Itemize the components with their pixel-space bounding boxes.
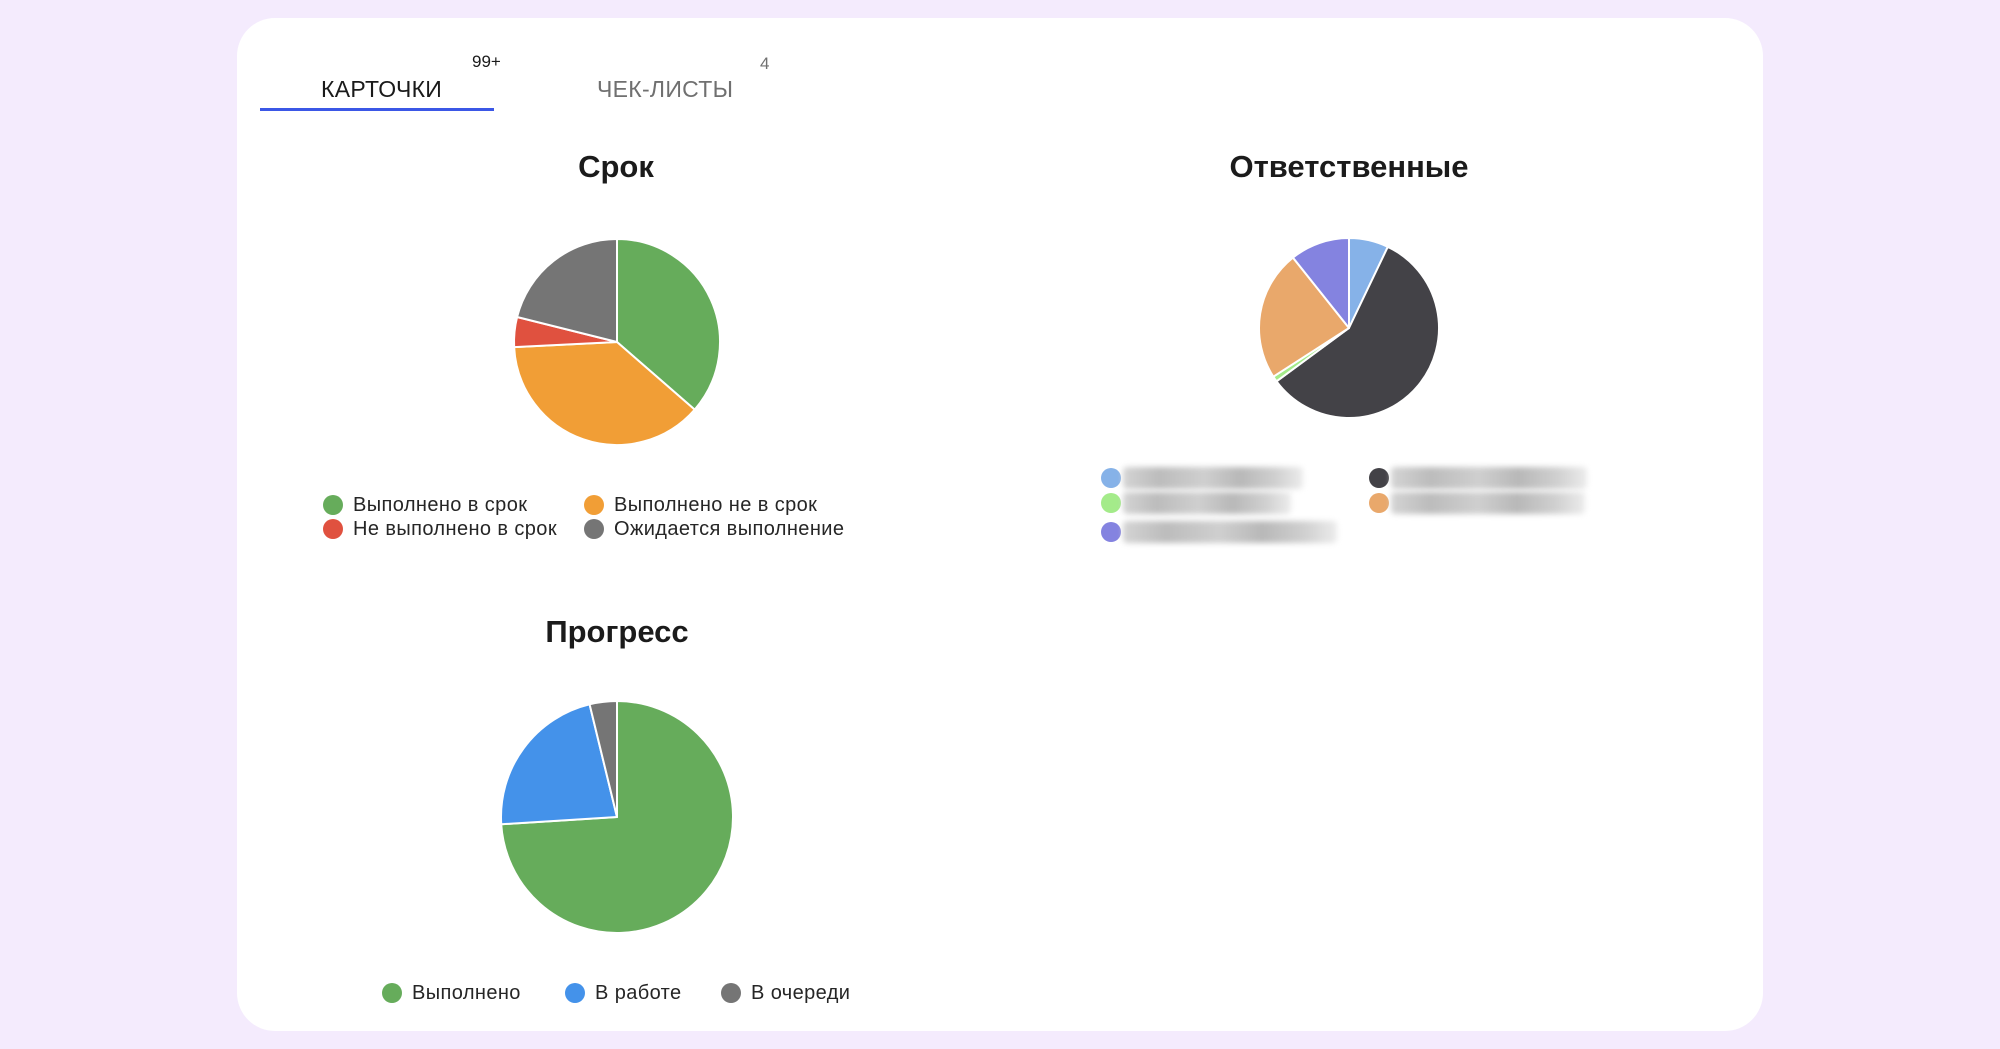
- active-tab-indicator: [260, 108, 494, 111]
- redacted-name: [1391, 492, 1585, 514]
- tab-checklists[interactable]: ЧЕК-ЛИСТЫ 4: [517, 18, 797, 130]
- legend-dot-icon: [1101, 493, 1121, 513]
- pie-slice[interactable]: [1291, 237, 1350, 329]
- legend-dot-icon: [323, 519, 343, 539]
- pie-slice[interactable]: [516, 238, 618, 343]
- stats-card: КАРТОЧКИ 99+ ЧЕК-ЛИСТЫ 4 Срок Выполнено …: [237, 18, 1763, 1031]
- legend-dot-icon: [721, 983, 741, 1003]
- legend-dot-icon: [1369, 468, 1389, 488]
- chart-assignees-pie[interactable]: [237, 18, 1763, 1031]
- chart-deadline-title: Срок: [578, 149, 654, 184]
- redacted-name: [1123, 521, 1337, 543]
- legend-label: Ожидается выполнение: [614, 518, 845, 540]
- legend-dot-icon: [565, 983, 585, 1003]
- chart-assignees-title: Ответственные: [1229, 149, 1469, 184]
- legend-dot-icon: [584, 495, 604, 515]
- pie-slice[interactable]: [1258, 256, 1350, 378]
- pie-slice[interactable]: [500, 703, 618, 826]
- tab-cards-badge: 99+: [472, 52, 501, 71]
- legend-dot-icon: [382, 983, 402, 1003]
- legend-label: В работе: [595, 982, 682, 1004]
- tab-checklists-label: ЧЕК-ЛИСТЫ: [597, 76, 734, 102]
- legend-dot-icon: [584, 519, 604, 539]
- chart-progress-title: Прогресс: [545, 614, 689, 649]
- legend-label: В очереди: [751, 982, 851, 1004]
- redacted-name: [1123, 467, 1303, 489]
- tab-cards[interactable]: КАРТОЧКИ 99+: [237, 18, 501, 130]
- redacted-name: [1391, 467, 1587, 489]
- legend-label: Выполнено в срок: [353, 494, 528, 516]
- tab-cards-label: КАРТОЧКИ: [321, 76, 443, 102]
- redacted-name: [1123, 492, 1291, 514]
- tab-checklists-badge: 4: [760, 54, 770, 73]
- pie-slice[interactable]: [588, 700, 618, 818]
- legend-label: Выполнено: [412, 982, 521, 1004]
- pie-slice[interactable]: [513, 341, 696, 446]
- chart-progress-pie[interactable]: [237, 18, 1763, 1031]
- legend-dot-icon: [1101, 522, 1121, 542]
- pie-slice[interactable]: [1275, 245, 1440, 419]
- legend-dot-icon: [323, 495, 343, 515]
- legend-label: Выполнено не в срок: [614, 494, 818, 516]
- pie-slice[interactable]: [616, 238, 721, 411]
- chart-deadline-pie[interactable]: [237, 18, 1763, 1031]
- legend-label: Не выполнено в срок: [353, 518, 557, 540]
- legend-dot-icon: [1101, 468, 1121, 488]
- legend-dot-icon: [1369, 493, 1389, 513]
